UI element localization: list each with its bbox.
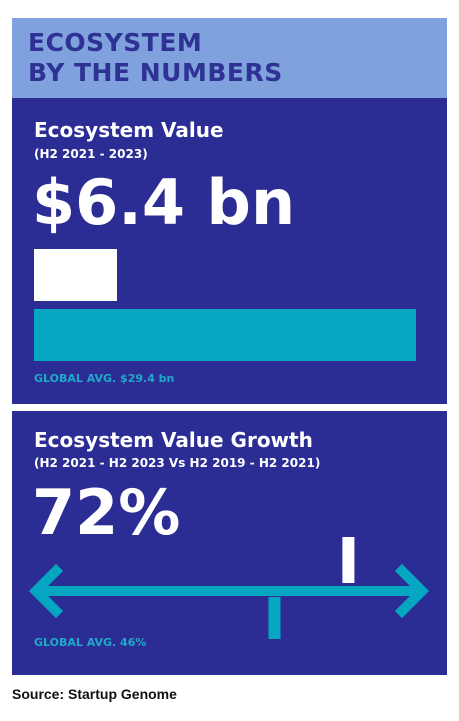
ecosystem-growth-marker [342, 537, 355, 583]
left-arrowhead [28, 563, 64, 619]
chart1-global-note: GLOBAL AVG. $29.4 bn [34, 372, 175, 385]
title-line-2: BY THE NUMBERS [28, 58, 283, 87]
page-title: ECOSYSTEM BY THE NUMBERS [28, 28, 283, 88]
chart2-headline: 72% [32, 476, 181, 549]
chart1-title: Ecosystem Value [34, 118, 224, 142]
global-average-value-bar [34, 309, 416, 361]
ecosystem-value-panel: Ecosystem Value (H2 2021 - 2023) $6.4 bn… [12, 98, 447, 404]
right-arrowhead [394, 563, 430, 619]
chart2-title: Ecosystem Value Growth [34, 428, 313, 452]
header-banner: ECOSYSTEM BY THE NUMBERS [12, 18, 447, 98]
source-note: Source: Startup Genome [12, 686, 177, 702]
chart2-global-note: GLOBAL AVG. 46% [34, 636, 147, 649]
title-line-1: ECOSYSTEM [28, 28, 203, 57]
global-average-growth-marker [268, 597, 281, 639]
chart1-subtitle: (H2 2021 - 2023) [34, 147, 148, 161]
ecosystem-value-bar [34, 249, 117, 301]
chart2-subtitle: (H2 2021 - H2 2023 Vs H2 2019 - H2 2021) [34, 456, 321, 470]
ecosystem-growth-panel: Ecosystem Value Growth (H2 2021 - H2 202… [12, 411, 447, 675]
growth-axis-chart [28, 537, 430, 639]
chart1-headline: $6.4 bn [32, 166, 296, 239]
